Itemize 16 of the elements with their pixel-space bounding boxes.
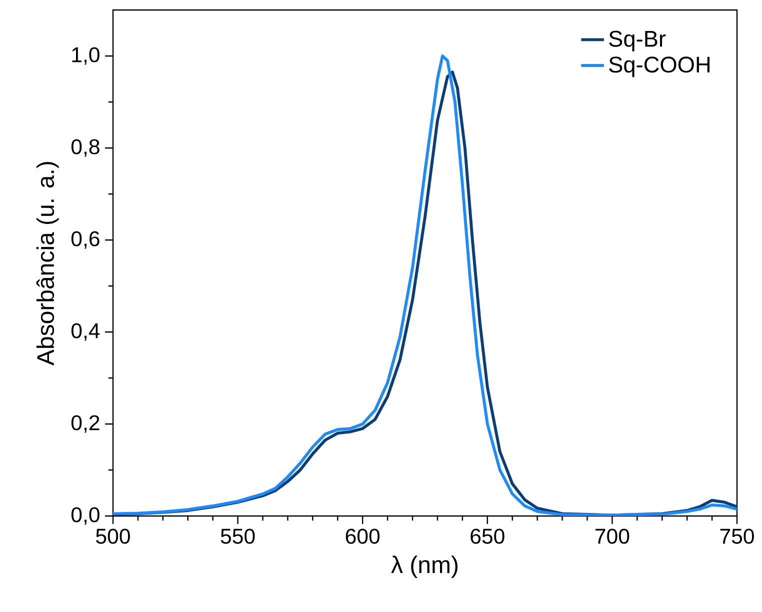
y-tick-label: 0,6 [71, 231, 100, 249]
legend-label: Sq-Br [609, 30, 666, 52]
x-tick-label: 550 [220, 528, 255, 544]
x-tick-label: 500 [96, 528, 130, 544]
y-axis-title: Absorbância (u. a.) [36, 162, 59, 366]
y-tick-label: 0,8 [71, 139, 100, 157]
x-tick-label: 700 [595, 528, 630, 544]
x-tick-label: 650 [470, 528, 504, 544]
y-tick-label: 0,4 [71, 323, 100, 341]
y-tick-label: 0,0 [71, 507, 100, 525]
x-axis-title: λ (nm) [391, 556, 458, 578]
x-tick-label: 750 [720, 528, 754, 544]
y-tick-label: 1,0 [72, 47, 100, 65]
y-tick-label: 0,2 [71, 415, 100, 433]
legend-label: Sq-COOH [609, 56, 710, 78]
x-tick-label: 600 [346, 528, 380, 544]
